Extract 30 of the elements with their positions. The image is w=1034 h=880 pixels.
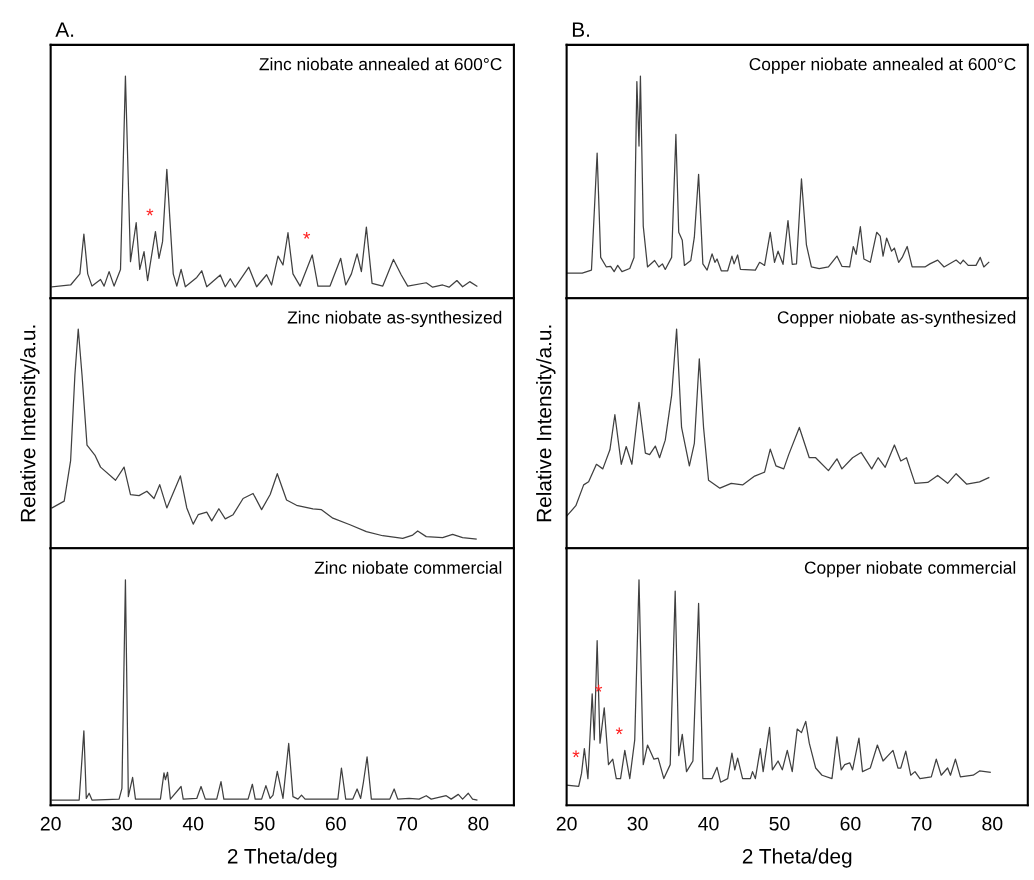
chart-title: Copper niobate as-synthesized [777,310,1016,327]
x-tick-label: 40 [182,816,204,831]
x-tick-label: 50 [769,816,790,831]
y-axis-title: Relative Intensity/a.u. [536,325,556,522]
annotation: * [572,750,580,758]
annotation: * [146,208,154,216]
x-tick-label: 30 [627,816,648,831]
x-tick-label: 20 [40,816,61,831]
x-tick-label: 80 [982,816,1003,831]
x-tick-label: 20 [556,816,577,831]
x-tick-label: 70 [397,816,418,831]
y-axis-title: Relative Intensity/a.u. [20,325,40,522]
x-tick-label: 50 [254,816,275,831]
x-tick-label: 60 [325,816,346,831]
text: B. [572,22,590,37]
chart-title: Copper niobate commercial [804,561,1016,578]
text: A. [55,22,74,37]
x-tick-label: 30 [111,816,132,831]
chart-title: Copper niobate annealed at 600°C [749,57,1016,74]
annotation: * [303,232,311,239]
x-tick-label: 60 [840,816,861,831]
x-axis-title: 2 Theta/deg [227,848,337,868]
annotation: * [615,727,623,735]
x-tick-label: 40 [698,816,719,831]
chart-title: Zinc niobate annealed at 600°C [259,57,502,71]
x-tick-label: 70 [911,816,932,831]
chart-title: Zinc niobate as-synthesized [287,310,502,327]
chart-title: Zinc niobate commercial [314,561,502,574]
x-tick-label: 80 [468,816,489,831]
x-axis-title: 2 Theta/deg [742,848,852,868]
